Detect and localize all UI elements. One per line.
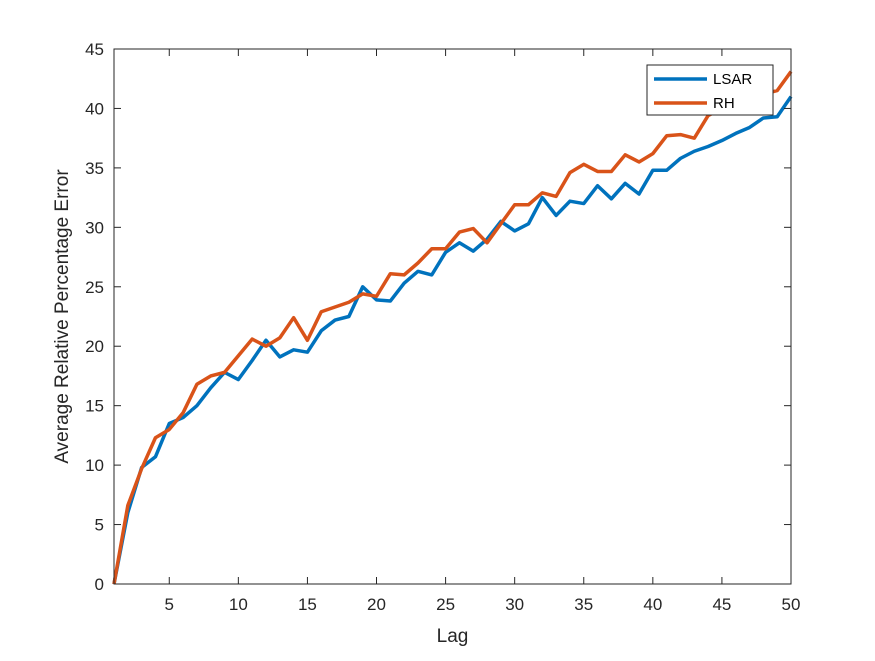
x-tick-label: 15 bbox=[298, 595, 317, 614]
plot-background bbox=[114, 49, 791, 584]
series-layer bbox=[112, 70, 793, 585]
x-tick-label: 45 bbox=[712, 595, 731, 614]
y-tick-label: 10 bbox=[85, 456, 104, 475]
y-tick-label: 45 bbox=[85, 40, 104, 59]
legend-box bbox=[646, 64, 774, 116]
x-tick-label: 35 bbox=[574, 595, 593, 614]
x-tick-label: 30 bbox=[505, 595, 524, 614]
x-tick-label: 40 bbox=[643, 595, 662, 614]
y-tick-label: 35 bbox=[85, 159, 104, 178]
x-tick-label: 20 bbox=[367, 595, 386, 614]
y-tick-label: 30 bbox=[85, 218, 104, 237]
tick-layer: 5 10 15 20 25 30 35 40 45 50 0 5 10 15 20 25 30 35 40 45 bbox=[85, 40, 800, 614]
x-tick-label: 10 bbox=[229, 595, 248, 614]
series-line-lsar bbox=[112, 95, 793, 585]
plot-frame bbox=[113, 48, 792, 585]
x-axis-label: Lag bbox=[437, 626, 469, 647]
x-tick-label: 5 bbox=[165, 595, 174, 614]
legend-label-rh: RH bbox=[713, 95, 735, 112]
y-tick-label: 20 bbox=[85, 337, 104, 356]
x-tick-label: 50 bbox=[782, 595, 801, 614]
x-tick-label: 25 bbox=[436, 595, 455, 614]
y-tick-label: 15 bbox=[85, 397, 104, 416]
y-tick-label: 0 bbox=[95, 575, 104, 594]
y-tick-label: 25 bbox=[85, 278, 104, 297]
legend: LSAR RH bbox=[646, 64, 774, 116]
y-tick-label: 40 bbox=[85, 99, 104, 118]
legend-label-lsar: LSAR bbox=[713, 71, 752, 88]
y-tick-label: 5 bbox=[95, 516, 104, 535]
series-line-rh bbox=[112, 70, 793, 585]
y-axis-label: Average Relative Percentage Error bbox=[52, 169, 73, 464]
